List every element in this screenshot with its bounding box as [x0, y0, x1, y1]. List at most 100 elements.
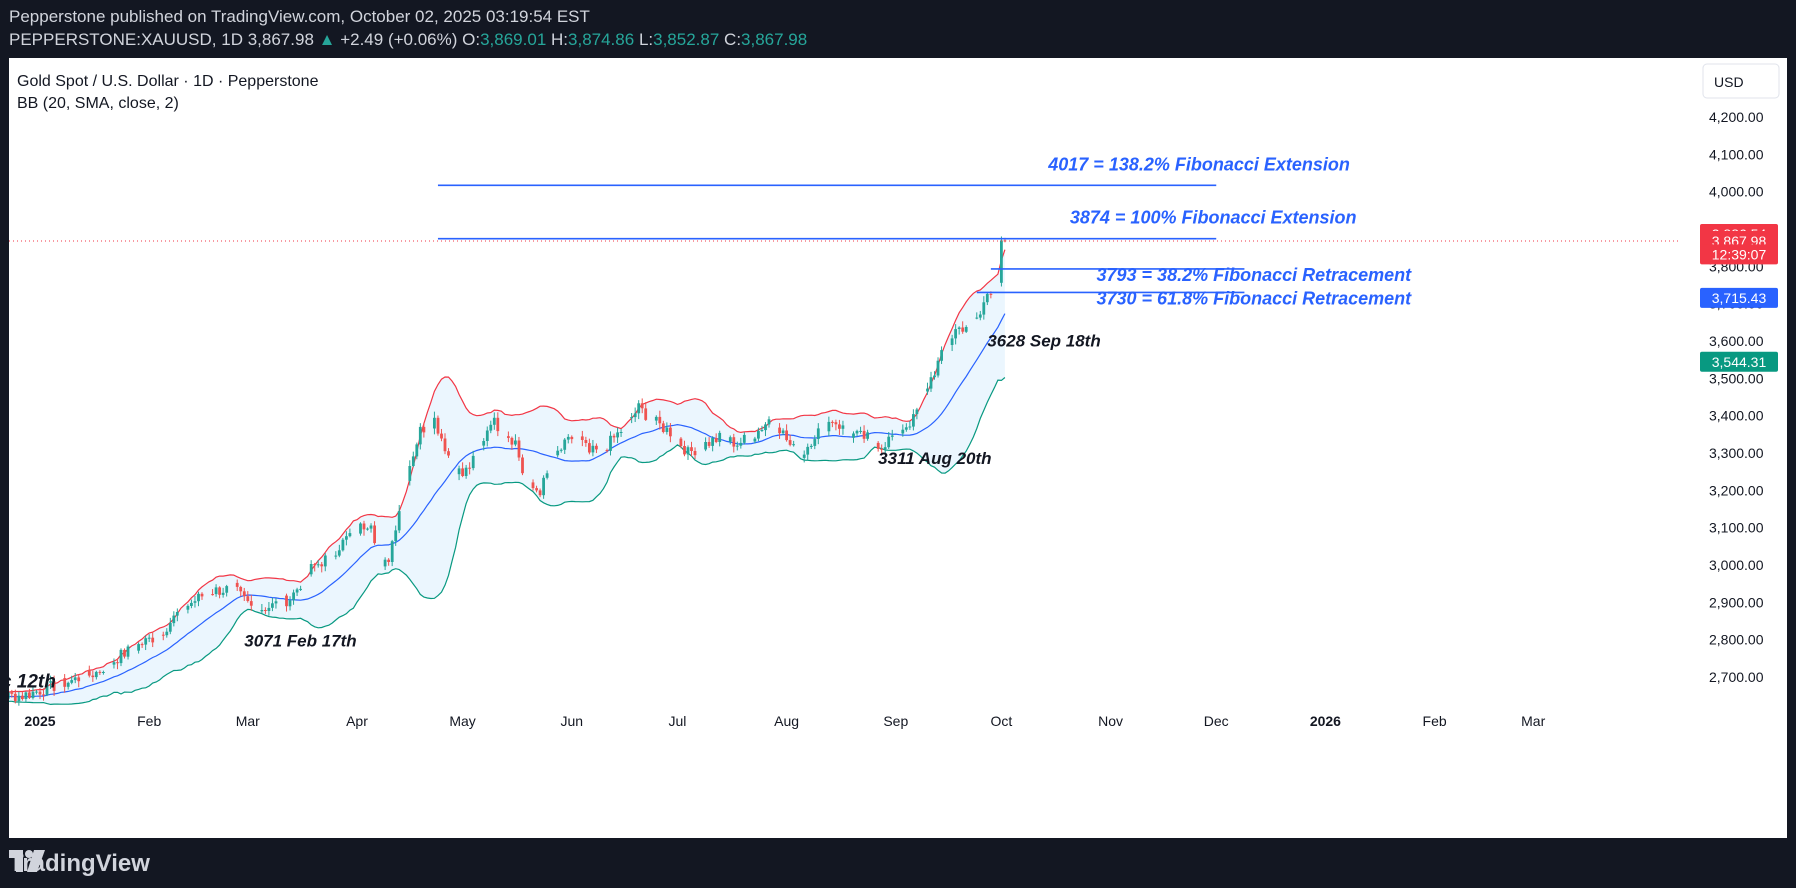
- candle-body: [609, 435, 612, 451]
- y-tick-label: 3,300.00: [1709, 445, 1764, 461]
- candle: [390, 539, 394, 567]
- candle-body: [28, 692, 31, 698]
- price-chart[interactable]: 4017 = 138.2% Fibonacci Extension 3874 = …: [9, 58, 1787, 838]
- candle-body: [605, 450, 609, 451]
- candle: [98, 670, 102, 676]
- x-tick-label: 2026: [1310, 713, 1341, 729]
- candle: [299, 585, 302, 591]
- candle-body: [70, 680, 74, 683]
- candle-body: [669, 427, 672, 437]
- candle: [665, 422, 669, 435]
- legend-indicator[interactable]: BB (20, SMA, close, 2): [17, 95, 179, 112]
- candle: [267, 602, 271, 616]
- candle: [175, 608, 179, 622]
- candle-body: [172, 615, 176, 624]
- candle-body: [418, 426, 422, 445]
- candle: [838, 419, 841, 435]
- candle-body: [517, 440, 521, 458]
- candle: [640, 398, 644, 414]
- candle: [531, 479, 535, 491]
- candle-body: [545, 473, 549, 478]
- x-tick-label: Jun: [561, 713, 584, 729]
- candle-body: [422, 426, 426, 433]
- candle: [249, 594, 253, 611]
- candle-body: [31, 691, 35, 698]
- candle-body: [926, 388, 929, 392]
- candle: [464, 464, 468, 479]
- candle: [605, 448, 609, 453]
- annotation-label: 3071 Feb 17th: [244, 631, 356, 650]
- candle: [616, 427, 619, 444]
- candle-body: [218, 587, 221, 595]
- last-price: 3,867.98: [247, 30, 314, 49]
- tradingview-logo[interactable]: TradingView: [9, 850, 150, 878]
- y-tick-label: 3,600.00: [1709, 333, 1764, 349]
- candle: [732, 433, 736, 453]
- low-value: 3,852.87: [653, 30, 720, 49]
- change-arrow-icon: ▲: [318, 30, 336, 49]
- candle-body: [373, 525, 376, 544]
- candle-body: [1003, 240, 1007, 242]
- candle: [242, 587, 246, 601]
- candle: [964, 325, 968, 333]
- candle-body: [24, 692, 28, 699]
- candle: [816, 423, 820, 445]
- candle-body: [492, 417, 496, 425]
- candle: [570, 435, 574, 444]
- candle-body: [274, 601, 278, 604]
- header-bar: Pepperstone published on TradingView.com…: [0, 0, 1796, 58]
- candle-body: [792, 444, 795, 446]
- x-tick-label: Nov: [1098, 713, 1123, 729]
- candle-body: [292, 592, 295, 601]
- candle-body: [151, 637, 155, 643]
- candle: [147, 634, 151, 643]
- candle-body: [496, 417, 500, 432]
- x-tick-label: Apr: [346, 713, 368, 729]
- bb-lower-line: [9, 377, 1006, 706]
- candle-body: [73, 677, 77, 681]
- candle: [443, 433, 447, 455]
- candle: [271, 597, 274, 612]
- candle: [418, 423, 422, 450]
- candle: [760, 425, 764, 432]
- candle-body: [433, 417, 436, 429]
- candle: [200, 592, 204, 600]
- candle-body: [38, 691, 42, 695]
- annotation-label: Dec 12th: [9, 671, 56, 692]
- candle-body: [186, 605, 190, 610]
- candle-body: [17, 695, 21, 702]
- candle-body: [563, 439, 567, 450]
- candle-body: [436, 417, 440, 434]
- candle: [644, 402, 648, 422]
- y-tick-label: 4,100.00: [1709, 146, 1764, 162]
- candle: [387, 558, 390, 566]
- candle: [831, 420, 834, 428]
- symbol-name[interactable]: PEPPERSTONE:XAUUSD, 1D: [9, 30, 243, 49]
- candle-body: [950, 338, 954, 345]
- candle-body: [514, 440, 517, 445]
- candle: [827, 416, 831, 437]
- candle: [556, 446, 560, 458]
- candle: [461, 462, 464, 478]
- candle-body: [394, 530, 398, 542]
- candle: [218, 586, 221, 599]
- candle: [63, 674, 67, 693]
- candle: [542, 475, 545, 499]
- candle: [35, 689, 38, 695]
- currency-button[interactable]: [1702, 63, 1780, 99]
- candle-body: [13, 693, 17, 702]
- candle-body: [98, 671, 102, 673]
- candle-body: [246, 596, 250, 601]
- candle: [588, 438, 591, 455]
- candle: [862, 425, 866, 443]
- candle: [591, 439, 595, 457]
- y-tick-label: 3,500.00: [1709, 370, 1764, 386]
- candle-body: [975, 317, 979, 319]
- candle: [119, 648, 123, 667]
- chart-area[interactable]: 4017 = 138.2% Fibonacci Extension 3874 = …: [9, 58, 1787, 838]
- candle: [116, 658, 119, 670]
- price-badge-label: 3,715.43: [1712, 290, 1767, 306]
- candle: [711, 436, 714, 452]
- candle-body: [982, 302, 986, 315]
- candle: [168, 617, 172, 635]
